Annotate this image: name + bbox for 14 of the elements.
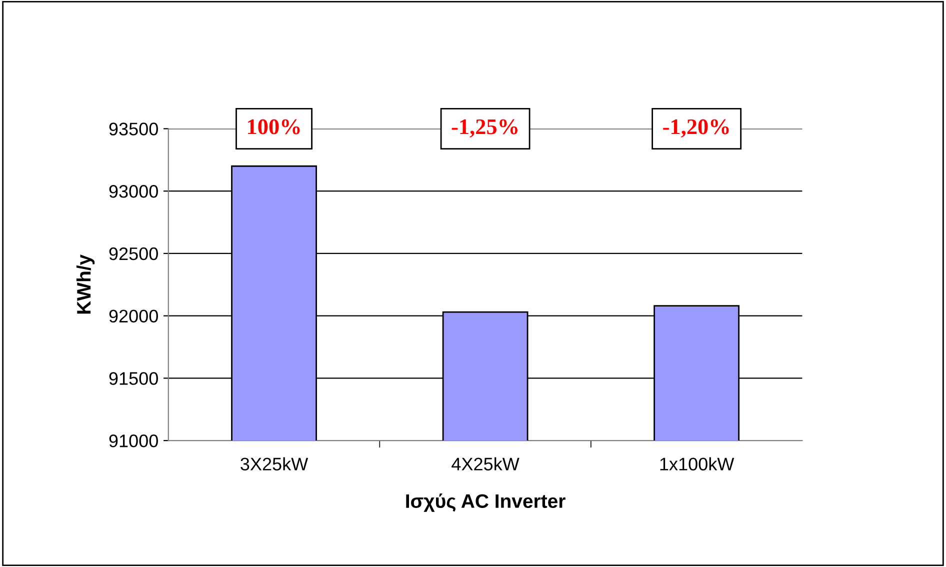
x-axis-title: Ισχύς AC Inverter — [406, 493, 566, 512]
x-tick-label: 3X25kW — [240, 457, 308, 470]
y-tick-label: 93500 — [109, 122, 158, 136]
x-tick-label: 1x100kW — [660, 457, 734, 470]
y-tick-label: 93000 — [109, 185, 158, 198]
annotation: -1,25% — [452, 119, 518, 138]
x-tick-label: 4X25kW — [452, 457, 520, 470]
y-tick-label: 92000 — [109, 310, 158, 323]
y-tick-label: 91000 — [109, 434, 158, 448]
y-tick-label: 92500 — [109, 247, 158, 260]
annotation: -1,20% — [663, 119, 729, 138]
annotation: 100% — [248, 119, 300, 134]
y-axis-title: KWh/y — [76, 254, 95, 314]
y-tick-label: 91500 — [109, 372, 158, 385]
